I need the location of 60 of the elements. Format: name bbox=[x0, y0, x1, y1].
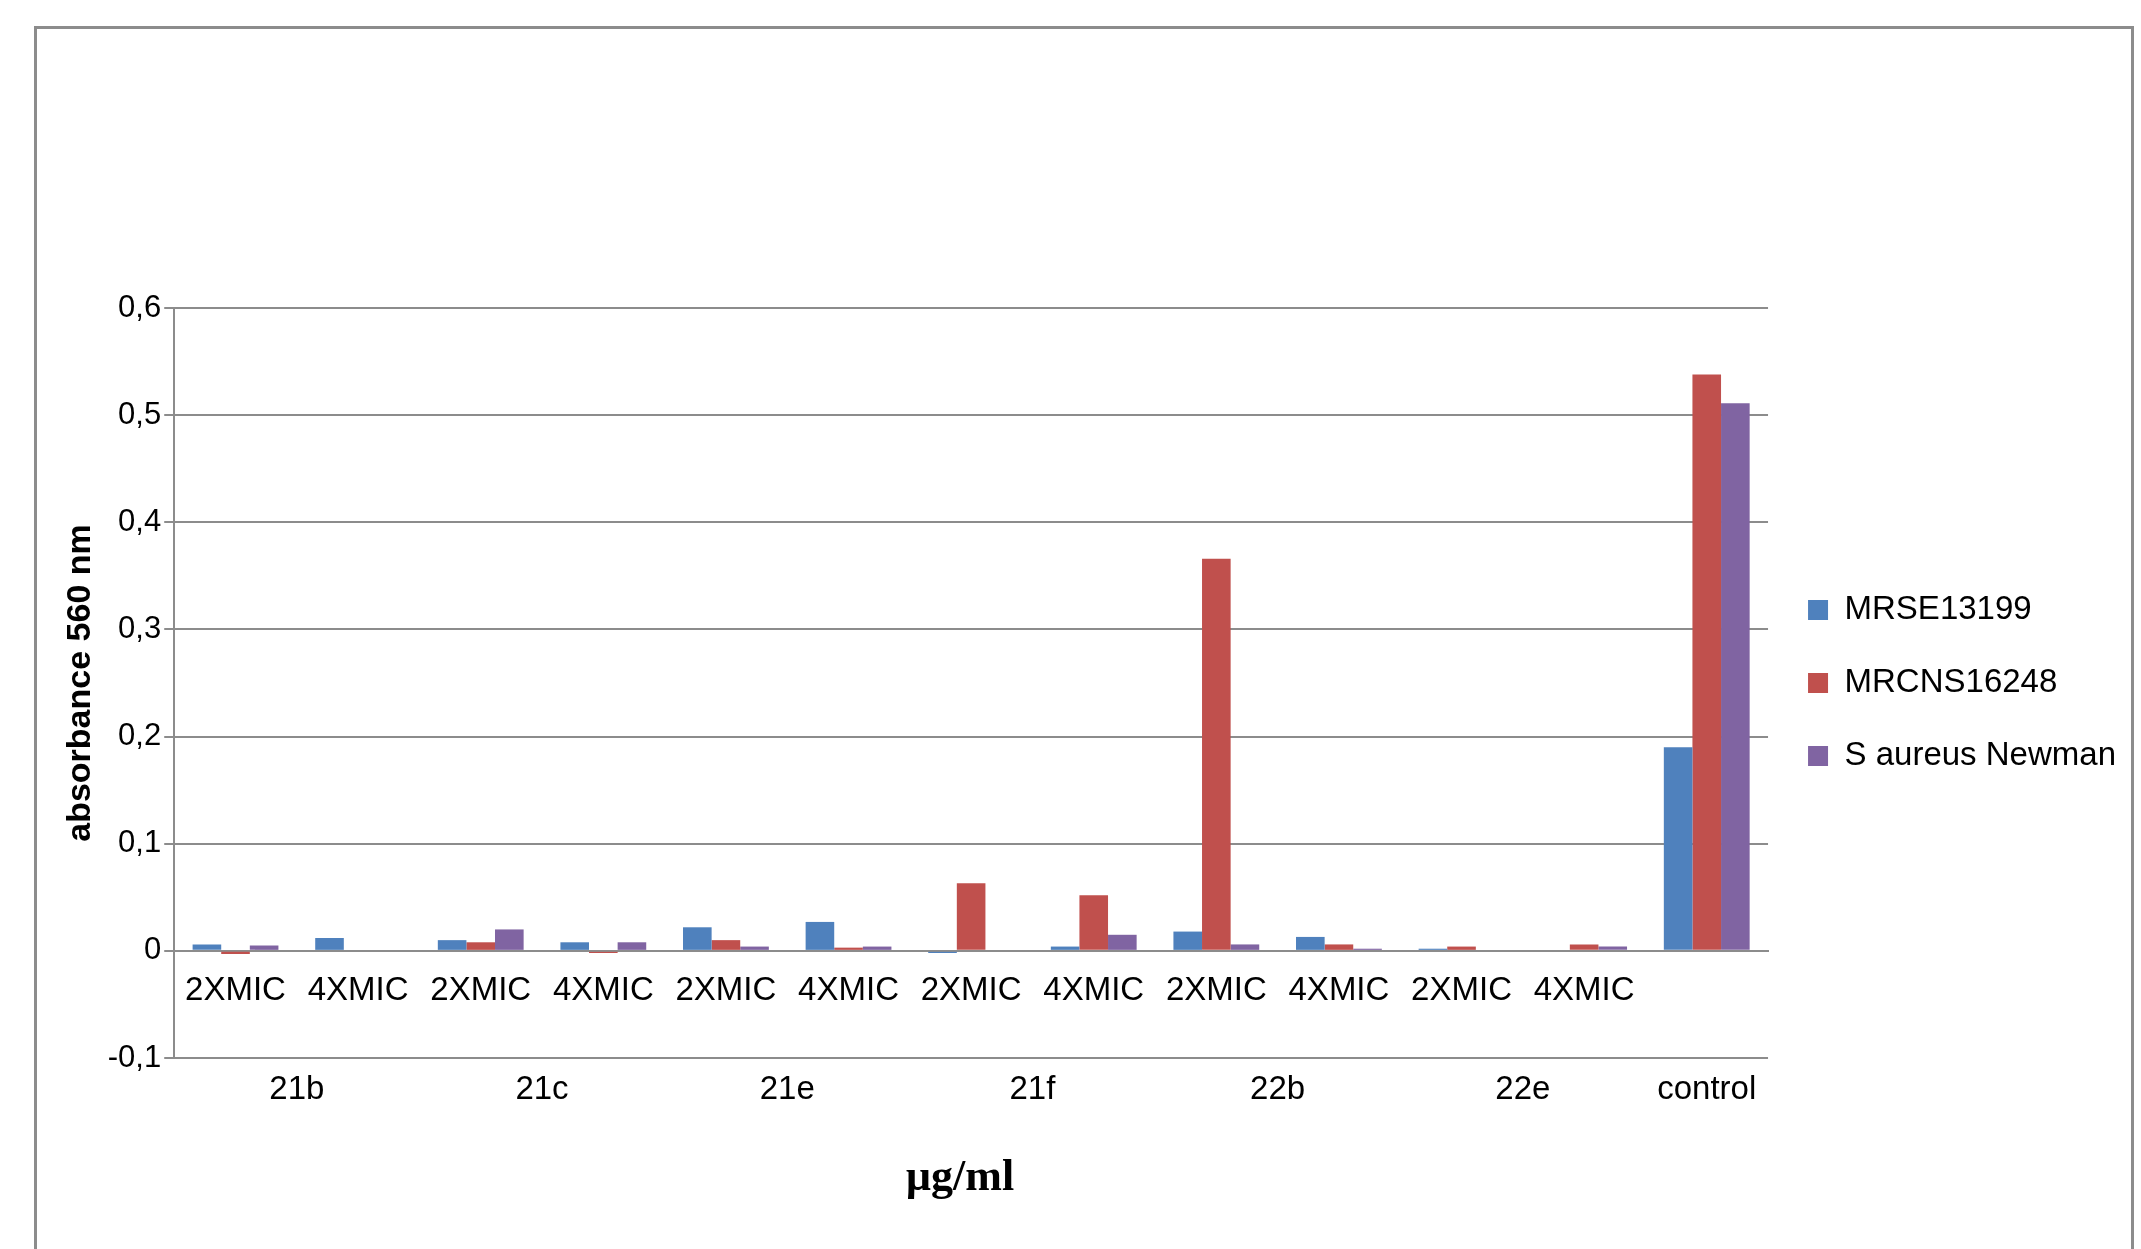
bar bbox=[1598, 946, 1628, 950]
bar bbox=[805, 921, 835, 950]
bar bbox=[1324, 944, 1354, 950]
y-tick-label: 0,1 bbox=[118, 824, 162, 860]
text: 21f bbox=[1009, 1069, 1057, 1107]
text: 21c bbox=[515, 1069, 569, 1107]
bar bbox=[1721, 403, 1750, 950]
x-tick-label: 4XMIC bbox=[307, 969, 409, 1007]
text: 21e bbox=[759, 1069, 815, 1107]
bar bbox=[1230, 944, 1260, 950]
bar bbox=[221, 951, 250, 955]
x-tick-label: 4XMIC bbox=[1533, 969, 1635, 1007]
bar bbox=[1663, 747, 1693, 950]
x-tick-label: 2XMIC bbox=[185, 969, 286, 1007]
y-tick-label: 0 bbox=[143, 931, 162, 967]
bar bbox=[834, 947, 863, 950]
y-tick-label: 0,2 bbox=[118, 717, 162, 753]
text: 22b bbox=[1250, 1069, 1306, 1107]
bar bbox=[956, 883, 986, 950]
y-tick-label: -0,1 bbox=[107, 1038, 162, 1074]
x-tick-label: 4XMIC bbox=[1043, 969, 1145, 1007]
bar bbox=[466, 942, 496, 950]
legend-label: S aureus Newman bbox=[1844, 735, 2117, 773]
y-tick-label: 0,3 bbox=[118, 609, 162, 645]
bar bbox=[1108, 934, 1137, 950]
bar bbox=[617, 942, 647, 950]
bar bbox=[740, 946, 769, 950]
x-tick-label: 4XMIC bbox=[1288, 969, 1390, 1007]
bar bbox=[1079, 895, 1109, 950]
x-tick-label: 2XMIC bbox=[1411, 969, 1512, 1007]
bar bbox=[1202, 558, 1231, 950]
legend-label: MRCNS16248 bbox=[1844, 662, 2058, 700]
x-tick-label: 2XMIC bbox=[675, 969, 777, 1007]
y-tick-label: 0,4 bbox=[118, 502, 162, 538]
bar bbox=[560, 942, 590, 950]
bar bbox=[437, 940, 467, 950]
bar bbox=[192, 944, 222, 950]
bar bbox=[315, 938, 344, 950]
bar bbox=[249, 945, 279, 950]
x-tick-label: 2XMIC bbox=[430, 969, 532, 1007]
y-tick-label: 0,6 bbox=[118, 288, 162, 324]
text: 22e bbox=[1495, 1069, 1551, 1107]
x-tick-label: 2XMIC bbox=[1165, 969, 1267, 1007]
x-axis-title: µg/ml bbox=[904, 1150, 1016, 1201]
y-axis-title: absorbance 560 nm bbox=[58, 524, 97, 842]
bar bbox=[1173, 931, 1203, 950]
bar bbox=[495, 929, 524, 950]
bar bbox=[1447, 946, 1476, 950]
legend-label: MRSE13199 bbox=[1844, 589, 2032, 627]
x-tick-label: 4XMIC bbox=[798, 969, 899, 1007]
x-tick-label: 4XMIC bbox=[552, 969, 654, 1007]
bar bbox=[1296, 936, 1325, 950]
text: 21b bbox=[269, 1069, 325, 1107]
text: control bbox=[1657, 1069, 1757, 1107]
bar bbox=[1692, 374, 1722, 950]
x-tick-label: 2XMIC bbox=[920, 969, 1022, 1007]
y-tick-label: 0,5 bbox=[118, 395, 162, 431]
bar bbox=[1569, 944, 1599, 950]
bar bbox=[683, 927, 712, 950]
bar bbox=[711, 940, 741, 950]
